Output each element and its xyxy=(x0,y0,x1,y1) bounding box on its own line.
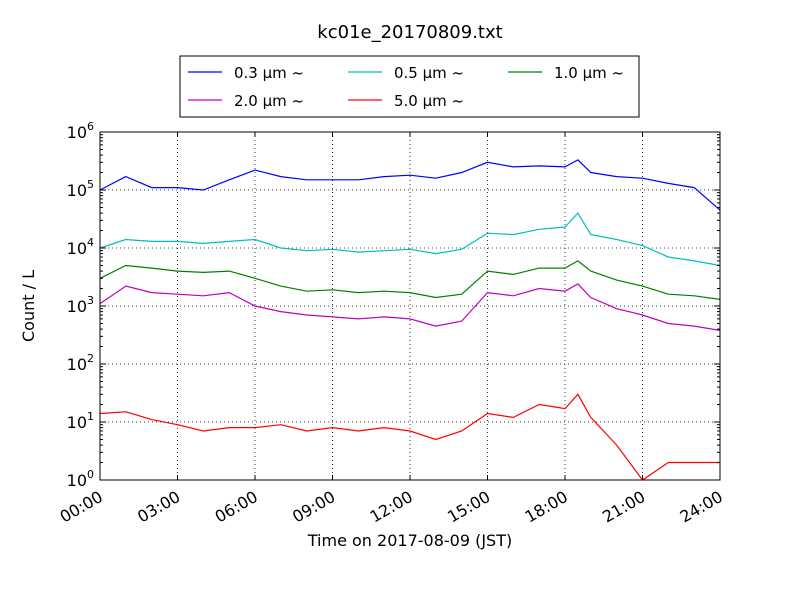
legend-label: 5.0 μm ~ xyxy=(394,92,464,110)
x-tick-label: 12:00 xyxy=(367,487,416,527)
series-layer xyxy=(99,159,721,481)
x-tick-label: 24:00 xyxy=(677,487,726,527)
legend-box xyxy=(179,55,640,118)
x-tick-label: 21:00 xyxy=(599,487,648,527)
x-tick-label: 09:00 xyxy=(289,487,338,527)
y-tick-label: 102 xyxy=(67,352,94,374)
series-line-2 xyxy=(99,260,721,300)
series-line-3 xyxy=(99,283,721,331)
series-line-1 xyxy=(99,212,721,267)
x-tick-label: 18:00 xyxy=(522,487,571,527)
legend-label: 0.3 μm ~ xyxy=(234,64,304,82)
y-tick-label: 106 xyxy=(67,120,94,142)
legend-label: 0.5 μm ~ xyxy=(394,64,464,82)
y-tick-label: 101 xyxy=(67,410,94,432)
chart-title: kc01e_20170809.txt xyxy=(317,22,502,43)
x-tick-label: 00:00 xyxy=(57,487,106,527)
axis-ticks: 00:00 03:00 06:00 09:00 12:00 15:00 18:00 21:00… xyxy=(57,120,726,527)
x-tick-label: 06:00 xyxy=(212,487,261,527)
legend: 0.3 μm ~ 0.5 μm ~ 1.0 μm ~ 2.0 μm ~ 5.0 μm ~ xyxy=(179,55,640,118)
gridlines xyxy=(100,132,720,480)
legend-label: 1.0 μm ~ xyxy=(554,64,624,82)
y-tick-label: 104 xyxy=(67,236,94,258)
y-axis-label: Count / L xyxy=(19,270,38,342)
legend-label: 2.0 μm ~ xyxy=(234,92,304,110)
y-tick-label: 105 xyxy=(67,178,94,200)
y-tick-label: 103 xyxy=(67,294,94,316)
y-tick-label: 100 xyxy=(67,468,94,490)
series-line-4 xyxy=(99,393,720,481)
x-tick-label: 03:00 xyxy=(134,487,183,527)
x-axis-label: Time on 2017-08-09 (JST) xyxy=(307,531,512,550)
series-line-0 xyxy=(99,159,721,211)
x-tick-label: 15:00 xyxy=(444,487,493,527)
